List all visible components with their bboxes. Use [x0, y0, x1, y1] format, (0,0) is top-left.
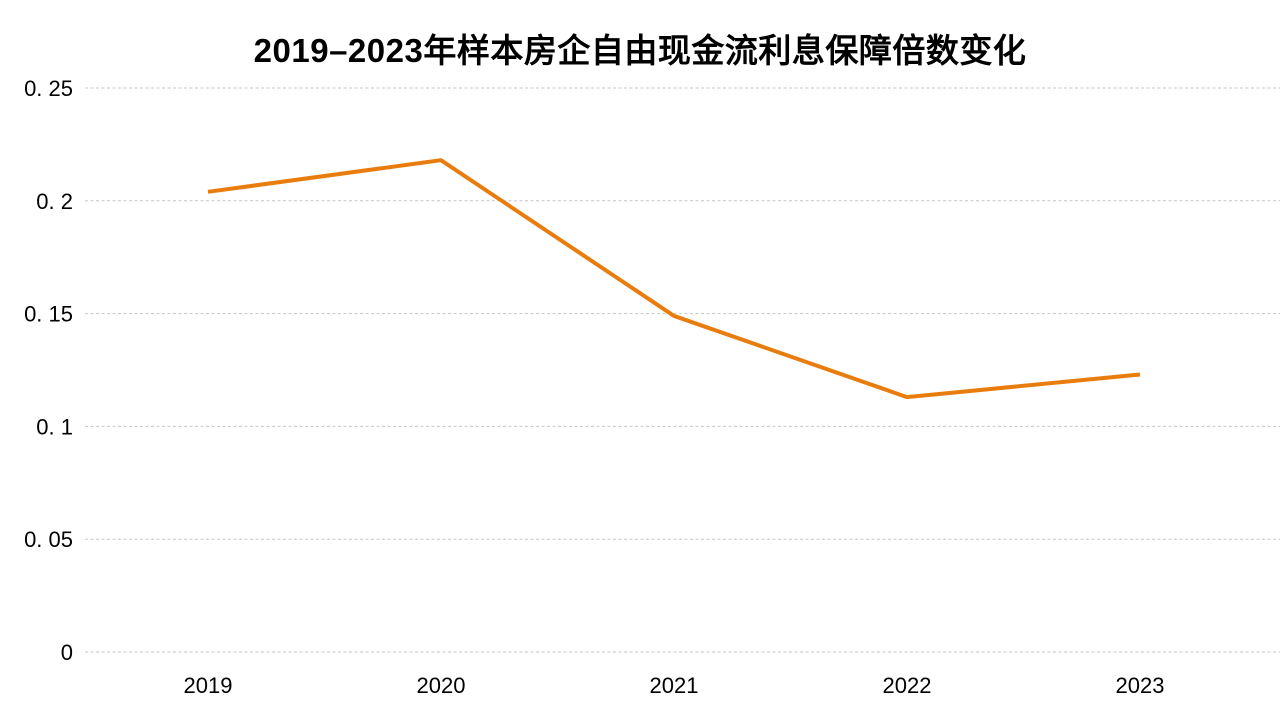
y-tick-label: 0. 05 [24, 527, 73, 552]
x-tick-label: 2019 [184, 673, 233, 698]
chart-title: 2019–2023年样本房企自由现金流利息保障倍数变化 [253, 32, 1027, 69]
y-tick-label: 0 [61, 640, 73, 665]
y-tick-label: 0. 25 [24, 76, 73, 101]
x-tick-label: 2022 [883, 673, 932, 698]
data-line-series [207, 158, 1141, 400]
x-tick-label: 2021 [650, 673, 699, 698]
y-tick-label: 0. 1 [36, 414, 73, 439]
y-tick-label: 0. 2 [36, 189, 73, 214]
x-tick-label: 2020 [417, 673, 466, 698]
y-tick-label: 0. 15 [24, 302, 73, 327]
x-tick-label: 2023 [1116, 673, 1165, 698]
